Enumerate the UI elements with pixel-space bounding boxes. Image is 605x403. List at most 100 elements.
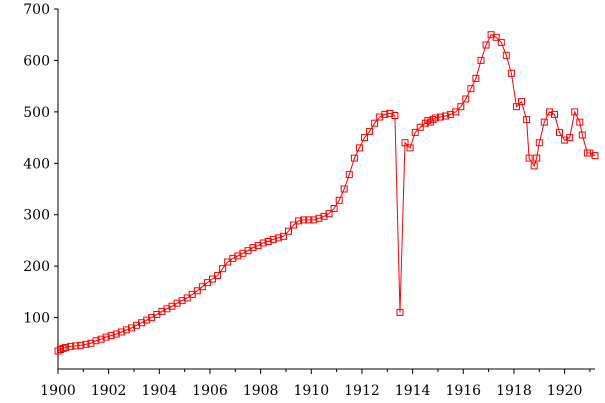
data-point-marker [198,283,206,291]
data-point-marker [345,171,353,179]
data-point-marker [361,134,368,142]
data-point-marker [492,33,500,41]
data-point-marker [386,109,394,117]
data-point-marker [183,294,191,302]
data-point-marker [264,238,272,245]
data-point-marker [442,112,450,120]
data-point-marker [305,216,313,224]
data-point-marker [67,342,75,350]
data-point-marker [310,216,318,224]
data-point-marker [391,112,399,119]
y-tick-label: 200 [23,259,50,275]
data-point-marker [249,244,257,252]
data-point-marker [566,134,574,142]
data-point-marker [269,235,277,243]
x-tick-label: 1914 [395,383,431,399]
y-tick-label: 700 [23,2,50,18]
data-point-marker [279,232,287,240]
data-point-marker [209,275,216,283]
data-point-marker [193,287,201,295]
data-point-marker [530,162,538,170]
x-tick-label: 1900 [40,383,76,399]
data-point-marker [214,271,222,279]
data-point-marker [97,335,105,343]
data-point-marker [431,114,439,122]
data-point-marker [551,110,558,118]
y-tick-label: 100 [23,311,50,327]
data-point-marker [467,85,475,93]
data-point-marker [112,330,120,338]
x-tick-label: 1908 [243,383,279,399]
data-point-marker [523,116,531,124]
data-point-marker [330,205,338,212]
y-tick-label: 500 [23,105,50,121]
x-tick-label: 1904 [142,383,178,399]
data-point-marker [366,127,374,135]
data-point-marker [411,128,419,136]
data-point-marker [72,342,80,350]
data-point-marker [406,144,414,152]
data-point-marker [371,119,379,127]
data-point-marker [533,154,541,162]
data-point-marker [295,217,303,225]
data-point-marker [518,98,525,106]
y-tick-label: 600 [23,53,50,69]
data-point-marker [300,216,308,224]
x-tick-label: 1916 [445,383,481,399]
data-point-marker [535,139,543,147]
x-tick-label: 1912 [344,383,380,399]
data-point-marker [259,239,267,247]
data-point-marker [525,154,533,162]
data-point-marker [274,234,282,242]
axes [54,8,595,374]
data-point-marker [513,103,520,111]
data-point-marker [325,210,333,218]
data-point-marker [462,95,470,103]
data-point-marker [507,69,515,77]
data-point-marker [224,258,232,266]
data-point-marker [285,227,292,235]
data-point-marker [188,290,196,298]
data-point-marker [396,308,404,316]
data-point-marker [497,38,505,46]
data-point-marker [82,340,90,348]
data-point-marker [540,118,548,126]
data-point-marker [350,154,358,162]
x-tick-label: 1910 [293,383,329,399]
x-tick-label: 1920 [547,383,583,399]
data-point-marker [335,196,343,204]
data-point-marker [117,328,125,336]
data-point-marker [452,108,460,116]
data-point-marker [416,123,424,131]
data-point-marker [437,113,444,121]
tick-labels: 100 200 300 400 500 600 700 1900 1902 1904 1906 190… [23,2,582,399]
data-point-marker [122,326,130,334]
data-point-marker [457,103,465,111]
data-point-marker [219,265,227,273]
data-point-marker [355,144,363,152]
data-point-marker [290,221,298,229]
data-point-marker [102,333,110,341]
y-tick-label: 300 [23,208,50,224]
data-point-marker [502,51,510,59]
y-tick-label: 400 [23,156,50,172]
data-point-marker [401,139,409,147]
data-point-marker [482,41,490,49]
x-tick-label: 1902 [91,383,127,399]
data-point-marker [472,74,480,82]
x-tick-label: 1918 [496,383,532,399]
x-tick-label: 1906 [192,383,228,399]
series-line [57,34,596,352]
data-point-marker [578,131,586,139]
data-point-marker [477,56,485,64]
data-point-marker [571,108,579,116]
data-point-marker [556,128,563,136]
data-point-marker [92,337,100,345]
data-point-marker [340,185,348,193]
data-point-marker [203,279,211,287]
data-point-marker [576,118,584,126]
data-point-marker [62,343,70,351]
plot-area [54,31,599,355]
data-point-marker [77,341,85,349]
